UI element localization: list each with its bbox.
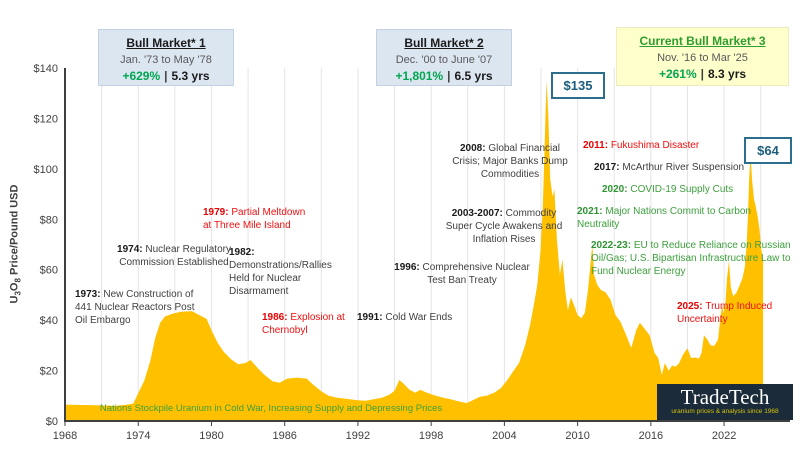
tradetech-logo: TradeTech uranium prices & analysis sinc…: [657, 384, 793, 420]
x-tick-label: 1998: [419, 430, 443, 442]
price-area-series: [65, 80, 764, 421]
price-callout-64: $64: [744, 137, 792, 164]
bull-market-3-dates: Nov. '16 to Mar '25: [657, 52, 748, 64]
annotation-year: 1991:: [357, 312, 386, 323]
annotation-1991: 1991: Cold War Ends: [357, 311, 497, 324]
y-tick-label: $0: [46, 416, 58, 428]
annotation-year: 2025:: [677, 301, 706, 312]
annotation-1973: 1973: New Construction of 441 Nuclear Re…: [75, 288, 199, 327]
x-tick-label: 2010: [565, 430, 589, 442]
bull-market-3-box: Current Bull Market* 3 Nov. '16 to Mar '…: [616, 27, 789, 86]
annotation-year: 1974:: [117, 244, 146, 255]
annotation-2022-23: 2022-23: EU to Reduce Reliance on Russia…: [591, 239, 797, 278]
annotation-text: Demonstrations/Rallies Held for Nuclear …: [229, 260, 332, 297]
annotation-text: Trump Induced Uncertainty: [677, 301, 773, 325]
annotation-year: 1982:: [229, 247, 255, 258]
annotation-text: McArthur River Suspension: [622, 162, 745, 173]
bull-market-1-stats: +629% | 5.3 yrs: [122, 69, 210, 83]
x-tick-label: 2004: [492, 430, 516, 442]
annotation-2017: 2017: McArthur River Suspension: [594, 161, 784, 174]
bull-market-2-stats: +1,801% | 6.5 yrs: [395, 69, 493, 83]
annotation-year: 2020:: [602, 184, 631, 195]
y-tick-label: $80: [40, 214, 58, 226]
annotation-text: Major Nations Commit to Carbon Neutralit…: [577, 206, 751, 230]
annotation-2008: 2008: Global Financial Crisis; Major Ban…: [447, 142, 573, 181]
annotation-year: 2008:: [459, 143, 489, 154]
x-tick-label: 1974: [126, 430, 150, 442]
annotation-2020: 2020: COVID-19 Supply Cuts: [602, 183, 782, 196]
annotation-year: 1973:: [75, 289, 104, 300]
x-tick-label: 2022: [712, 430, 736, 442]
annotation-text: Commodity Super Cycle Awakens and Inflat…: [445, 208, 563, 245]
bull-market-3-title: Current Bull Market* 3: [639, 34, 766, 48]
y-tick-label: $120: [34, 113, 58, 125]
annotation-text: Comprehensive Nuclear Test Ban Treaty: [422, 262, 530, 286]
y-tick-label: $100: [34, 164, 58, 176]
x-tick-label: 1968: [53, 430, 77, 442]
annotation-year: 1979:: [203, 207, 232, 218]
annotation-2021: 2021: Major Nations Commit to Carbon Neu…: [577, 205, 791, 231]
annotation-text: Nations Stockpile Uranium in Cold War, I…: [99, 403, 443, 414]
annotation-2011: 2011: Fukushima Disaster: [583, 139, 773, 152]
x-tick-label: 1986: [272, 430, 296, 442]
x-tick-label: 1980: [199, 430, 223, 442]
annotation-year: 2022-23:: [591, 240, 634, 251]
tradetech-logo-tagline: uranium prices & analysis since 1968: [671, 408, 779, 415]
x-tick-label: 2016: [639, 430, 663, 442]
bull-market-1-box: Bull Market* 1 Jan. '73 to May '78 +629%…: [98, 29, 234, 86]
bull-market-3-stats: +261% | 8.3 yrs: [658, 67, 747, 81]
annotation-text: COVID-19 Supply Cuts: [630, 184, 734, 195]
annotation-1979: 1979: Partial Meltdown at Three Mile Isl…: [203, 206, 315, 232]
bull-market-2-box: Bull Market* 2 Dec. '00 to June '07 +1,8…: [376, 29, 512, 86]
annotation-2003-2007: 2003-2007: Commodity Super Cycle Awakens…: [438, 207, 570, 246]
annotation-1996: 1996: Comprehensive Nuclear Test Ban Tre…: [394, 261, 530, 287]
y-tick-label: $140: [34, 63, 58, 75]
annotation-year: 1996:: [394, 262, 423, 273]
bull-market-2-title: Bull Market* 2: [404, 36, 484, 50]
annotation-text: Partial Meltdown at Three Mile Island: [203, 207, 306, 231]
annotation-year: 2003-2007:: [451, 208, 506, 219]
tradetech-logo-name: TradeTech: [680, 385, 770, 409]
annotation-1974: 1974: Nuclear Regulatory Commission Esta…: [108, 243, 240, 269]
annotation-text: Explosion at Chernobyl: [262, 312, 345, 336]
annotation-text: Global Financial Crisis; Major Banks Dum…: [452, 143, 568, 180]
y-tick-label: $60: [40, 265, 58, 277]
price-callout-135: $135: [551, 72, 605, 99]
y-tick-label: $40: [40, 315, 58, 327]
annotation-text: Nuclear Regulatory Commission Establishe…: [119, 244, 231, 268]
annotation-text: EU to Reduce Reliance on Russian Oil/Gas…: [591, 240, 791, 277]
annotation-year: 1986:: [262, 312, 291, 323]
x-tick-label: 1992: [346, 430, 370, 442]
bull-market-1-dates: Jan. '73 to May '78: [120, 54, 212, 66]
annotation-year: 2017:: [594, 162, 623, 173]
y-tick-label: $20: [40, 366, 58, 378]
annotation-1982: 1982: Demonstrations/Rallies Held for Nu…: [229, 246, 341, 298]
annotation-2025: 2025: Trump Induced Uncertainty: [677, 300, 799, 326]
annotation-text: Cold War Ends: [385, 312, 453, 323]
annotation-text: New Construction of 441 Nuclear Reactors…: [75, 289, 195, 326]
y-axis-title: U3O8 Price/Pound USD: [8, 184, 23, 304]
annotation-text: Fukushima Disaster: [610, 140, 700, 151]
bull-market-1-title: Bull Market* 1: [126, 36, 206, 50]
annotation-year: 2021:: [577, 206, 606, 217]
bull-market-2-dates: Dec. '00 to June '07: [395, 54, 493, 66]
annotation-cold-war-stockpile: Nations Stockpile Uranium in Cold War, I…: [88, 402, 454, 415]
annotation-year: 2011:: [583, 140, 611, 151]
annotation-1986: 1986: Explosion at Chernobyl: [262, 311, 366, 337]
